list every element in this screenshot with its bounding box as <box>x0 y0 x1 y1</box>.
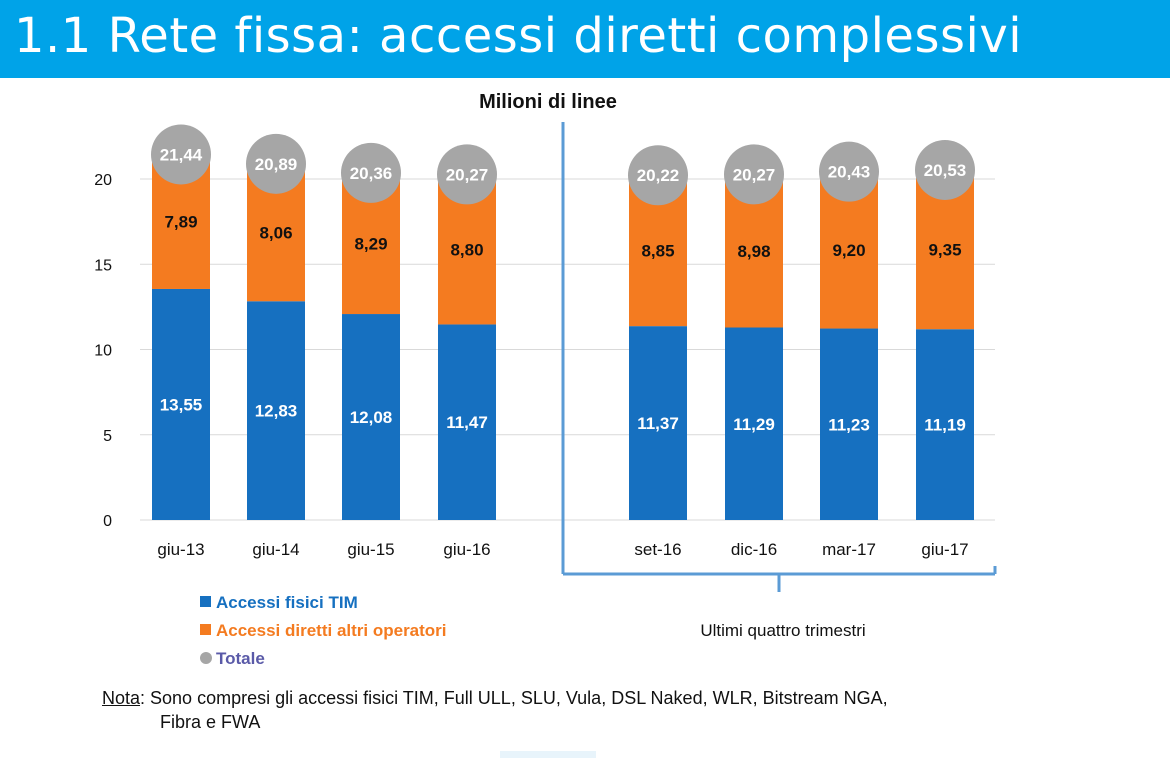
x-tick-label: giu-17 <box>921 540 968 559</box>
legend-label: Totale <box>216 649 265 668</box>
data-label-total: 20,53 <box>924 161 967 180</box>
data-label-total: 20,43 <box>828 163 871 182</box>
data-label-tim: 12,83 <box>255 402 298 421</box>
data-label-other-operators: 9,20 <box>832 241 865 260</box>
x-tick-label: giu-15 <box>347 540 394 559</box>
bar-group-dic-16: 11,29 8,98 20,27 <box>724 144 784 520</box>
data-label-total: 20,89 <box>255 155 298 174</box>
data-label-total: 21,44 <box>160 145 203 164</box>
y-tick-label: 20 <box>94 172 112 189</box>
footnote: Nota: Sono compresi gli accessi fisici T… <box>102 686 1102 734</box>
legend-label: Accessi diretti altri operatori <box>216 621 447 640</box>
slide-tab-decoration <box>500 751 596 758</box>
bar-group-giu-14: 12,83 8,06 20,89 <box>246 133 306 520</box>
bars: 13,55 7,89 21,44 12,83 8,06 20,89 12,08 8,29 20,… <box>151 124 975 520</box>
legend-item: Accessi diretti altri operatori <box>200 621 447 640</box>
data-label-other-operators: 9,35 <box>928 241 961 260</box>
y-tick-label: 5 <box>103 428 112 445</box>
data-label-total: 20,22 <box>637 166 680 185</box>
bar-segment-tim <box>342 314 400 520</box>
total-marker <box>151 124 211 185</box>
legend-swatch <box>200 624 211 635</box>
total-marker <box>437 144 497 205</box>
chart-title: Milioni di linee <box>479 91 617 113</box>
bar-segment-tim <box>438 324 496 520</box>
total-marker <box>246 133 306 194</box>
page-title: 1.1 Rete fissa: accessi diretti compless… <box>14 8 1023 64</box>
data-label-tim: 11,37 <box>637 414 679 433</box>
data-label-total: 20,27 <box>446 165 489 184</box>
bar-group-mar-17: 11,23 9,20 20,43 <box>819 141 879 520</box>
data-label-total: 20,27 <box>733 165 776 184</box>
data-label-other-operators: 8,06 <box>259 224 292 243</box>
legend-item: Accessi fisici TIM <box>200 593 358 612</box>
data-label-other-operators: 8,80 <box>450 240 483 259</box>
bar-segment-tim <box>152 288 210 520</box>
footnote-label: Nota <box>102 688 141 708</box>
y-tick-label: 10 <box>94 343 112 360</box>
x-tick-label: mar-17 <box>822 540 876 559</box>
footnote-text-line1: : Sono compresi gli accessi fisici TIM, … <box>140 688 888 708</box>
data-label-other-operators: 7,89 <box>164 213 197 232</box>
bar-group-giu-15: 12,08 8,29 20,36 <box>341 142 401 520</box>
data-label-total: 20,36 <box>350 164 393 183</box>
x-tick-label: dic-16 <box>731 540 777 559</box>
data-label-other-operators: 8,98 <box>737 242 770 261</box>
legend-swatch <box>200 596 211 607</box>
y-tick-label: 0 <box>103 513 112 530</box>
data-label-tim: 11,19 <box>924 416 966 435</box>
footnote-text-line2: Fibra e FWA <box>160 712 261 732</box>
x-tick-label: giu-16 <box>443 540 490 559</box>
data-label-tim: 13,55 <box>160 395 203 414</box>
bar-segment-tim <box>247 301 305 520</box>
data-label-tim: 11,23 <box>828 415 870 434</box>
total-marker <box>628 145 688 206</box>
x-axis: giu-13 giu-14 giu-15 giu-16 set-16 dic-16 mar-… <box>157 540 968 559</box>
x-tick-label: giu-14 <box>252 540 299 559</box>
bar-group-giu-17: 11,19 9,35 20,53 <box>915 139 975 520</box>
x-tick-label: giu-13 <box>157 540 204 559</box>
bar-segment-tim <box>725 327 783 520</box>
bar-segment-tim <box>820 328 878 520</box>
data-label-tim: 11,47 <box>446 413 488 432</box>
title-bar: 1.1 Rete fissa: accessi diretti compless… <box>0 0 1170 78</box>
y-tick-label: 15 <box>94 257 112 274</box>
legend-label: Accessi fisici TIM <box>216 593 358 612</box>
legend: Accessi fisici TIM Accessi diretti altri … <box>200 593 447 668</box>
data-label-other-operators: 8,29 <box>354 234 387 253</box>
last-quarters-bracket: Ultimi quattro trimestri <box>561 122 997 640</box>
data-label-tim: 12,08 <box>350 408 393 427</box>
bar-group-giu-13: 13,55 7,89 21,44 <box>151 124 211 520</box>
total-marker <box>915 139 975 200</box>
y-axis: 0 5 10 15 20 <box>94 172 112 530</box>
total-marker <box>341 142 401 203</box>
bar-group-set-16: 11,37 8,85 20,22 <box>628 145 688 520</box>
bar-segment-tim <box>916 329 974 520</box>
bar-group-giu-16: 11,47 8,80 20,27 <box>437 144 497 520</box>
data-label-tim: 11,29 <box>733 415 775 434</box>
total-marker <box>724 144 784 205</box>
data-label-other-operators: 8,85 <box>641 242 674 261</box>
bracket-label: Ultimi quattro trimestri <box>700 621 865 640</box>
stacked-bar-chart: Milioni di linee 0 5 10 15 20 13,55 7,89 21,44… <box>94 91 997 668</box>
total-marker <box>819 141 879 202</box>
bar-segment-tim <box>629 326 687 520</box>
x-tick-label: set-16 <box>634 540 681 559</box>
legend-swatch <box>200 652 212 664</box>
legend-item: Totale <box>200 649 265 668</box>
